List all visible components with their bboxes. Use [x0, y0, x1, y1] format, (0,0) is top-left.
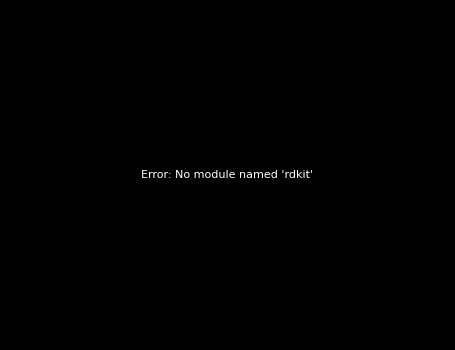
Text: Error: No module named 'rdkit': Error: No module named 'rdkit': [142, 170, 313, 180]
